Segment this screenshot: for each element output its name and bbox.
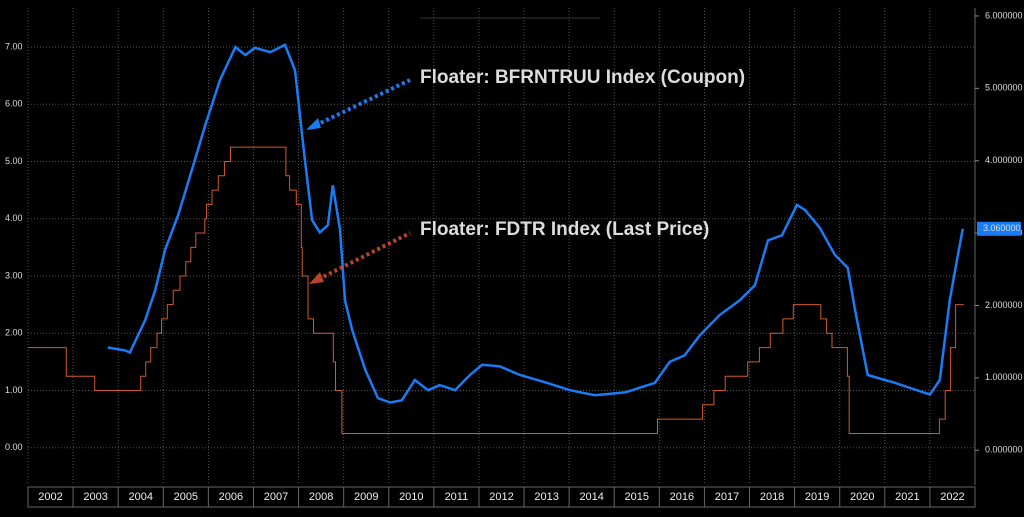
x-tick-label: 2007 bbox=[264, 491, 288, 503]
x-tick-label: 2009 bbox=[354, 491, 378, 503]
x-tick-label: 2017 bbox=[715, 491, 739, 503]
x-tick-label: 2008 bbox=[309, 491, 333, 503]
y-tick-label: 6.00 bbox=[5, 99, 23, 109]
y2-tick-label: 0.000000 bbox=[985, 445, 1023, 455]
x-tick-label: 2014 bbox=[579, 491, 603, 503]
value-tag-label: 3.060000 bbox=[983, 223, 1021, 233]
y2-tick-label: 4.000000 bbox=[985, 155, 1023, 165]
series-line bbox=[28, 146, 964, 434]
plot bbox=[27, 8, 979, 485]
y-tick-label: 1.00 bbox=[5, 385, 23, 395]
y-tick-label: 5.00 bbox=[5, 156, 23, 166]
y-tick-label: 3.00 bbox=[5, 270, 23, 280]
x-tick-label: 2006 bbox=[219, 491, 243, 503]
y2-tick-label: 1.000000 bbox=[985, 372, 1023, 382]
value-tag bbox=[977, 221, 1021, 236]
x-tick-label: 2010 bbox=[399, 491, 423, 503]
x-tick-label: 2015 bbox=[625, 491, 649, 503]
arrow bbox=[309, 78, 411, 130]
x-tick-label: 2018 bbox=[760, 491, 784, 503]
x-tick-label: 2020 bbox=[850, 491, 874, 503]
x-tick-label: 2013 bbox=[534, 491, 558, 503]
y-tick-label: 0.00 bbox=[5, 442, 23, 452]
x-tick-label: 2004 bbox=[128, 491, 152, 503]
x-tick-label: 2021 bbox=[895, 491, 919, 503]
arrowhead bbox=[306, 118, 321, 130]
y2-tick-label: 5.000000 bbox=[985, 83, 1023, 93]
annotation: Floater: BFRNTRUU Index (Coupon) bbox=[420, 67, 745, 88]
x-tick-label: 2019 bbox=[805, 491, 829, 503]
x-tick-label: 2016 bbox=[670, 491, 694, 503]
y2-tick-label: 6.000000 bbox=[985, 10, 1023, 20]
arrowhead bbox=[309, 272, 324, 284]
x-tick-label: 2011 bbox=[445, 491, 469, 503]
x-tick-label: 2002 bbox=[38, 491, 62, 503]
x-tick-label: 2022 bbox=[940, 491, 964, 503]
series-line bbox=[107, 43, 965, 404]
y-tick-label: 7.00 bbox=[5, 41, 23, 51]
x-tick-label: 2003 bbox=[83, 491, 107, 503]
x-tick-label: 2012 bbox=[489, 491, 513, 503]
y-tick-label: 4.00 bbox=[5, 213, 23, 223]
x-tick-label: 2005 bbox=[174, 491, 198, 503]
y-tick-label: 2.00 bbox=[5, 328, 23, 338]
y2-tick-label: 2.000000 bbox=[985, 300, 1023, 310]
arrow bbox=[312, 231, 411, 284]
annotation: Floater: FDTR Index (Last Price) bbox=[420, 219, 709, 240]
